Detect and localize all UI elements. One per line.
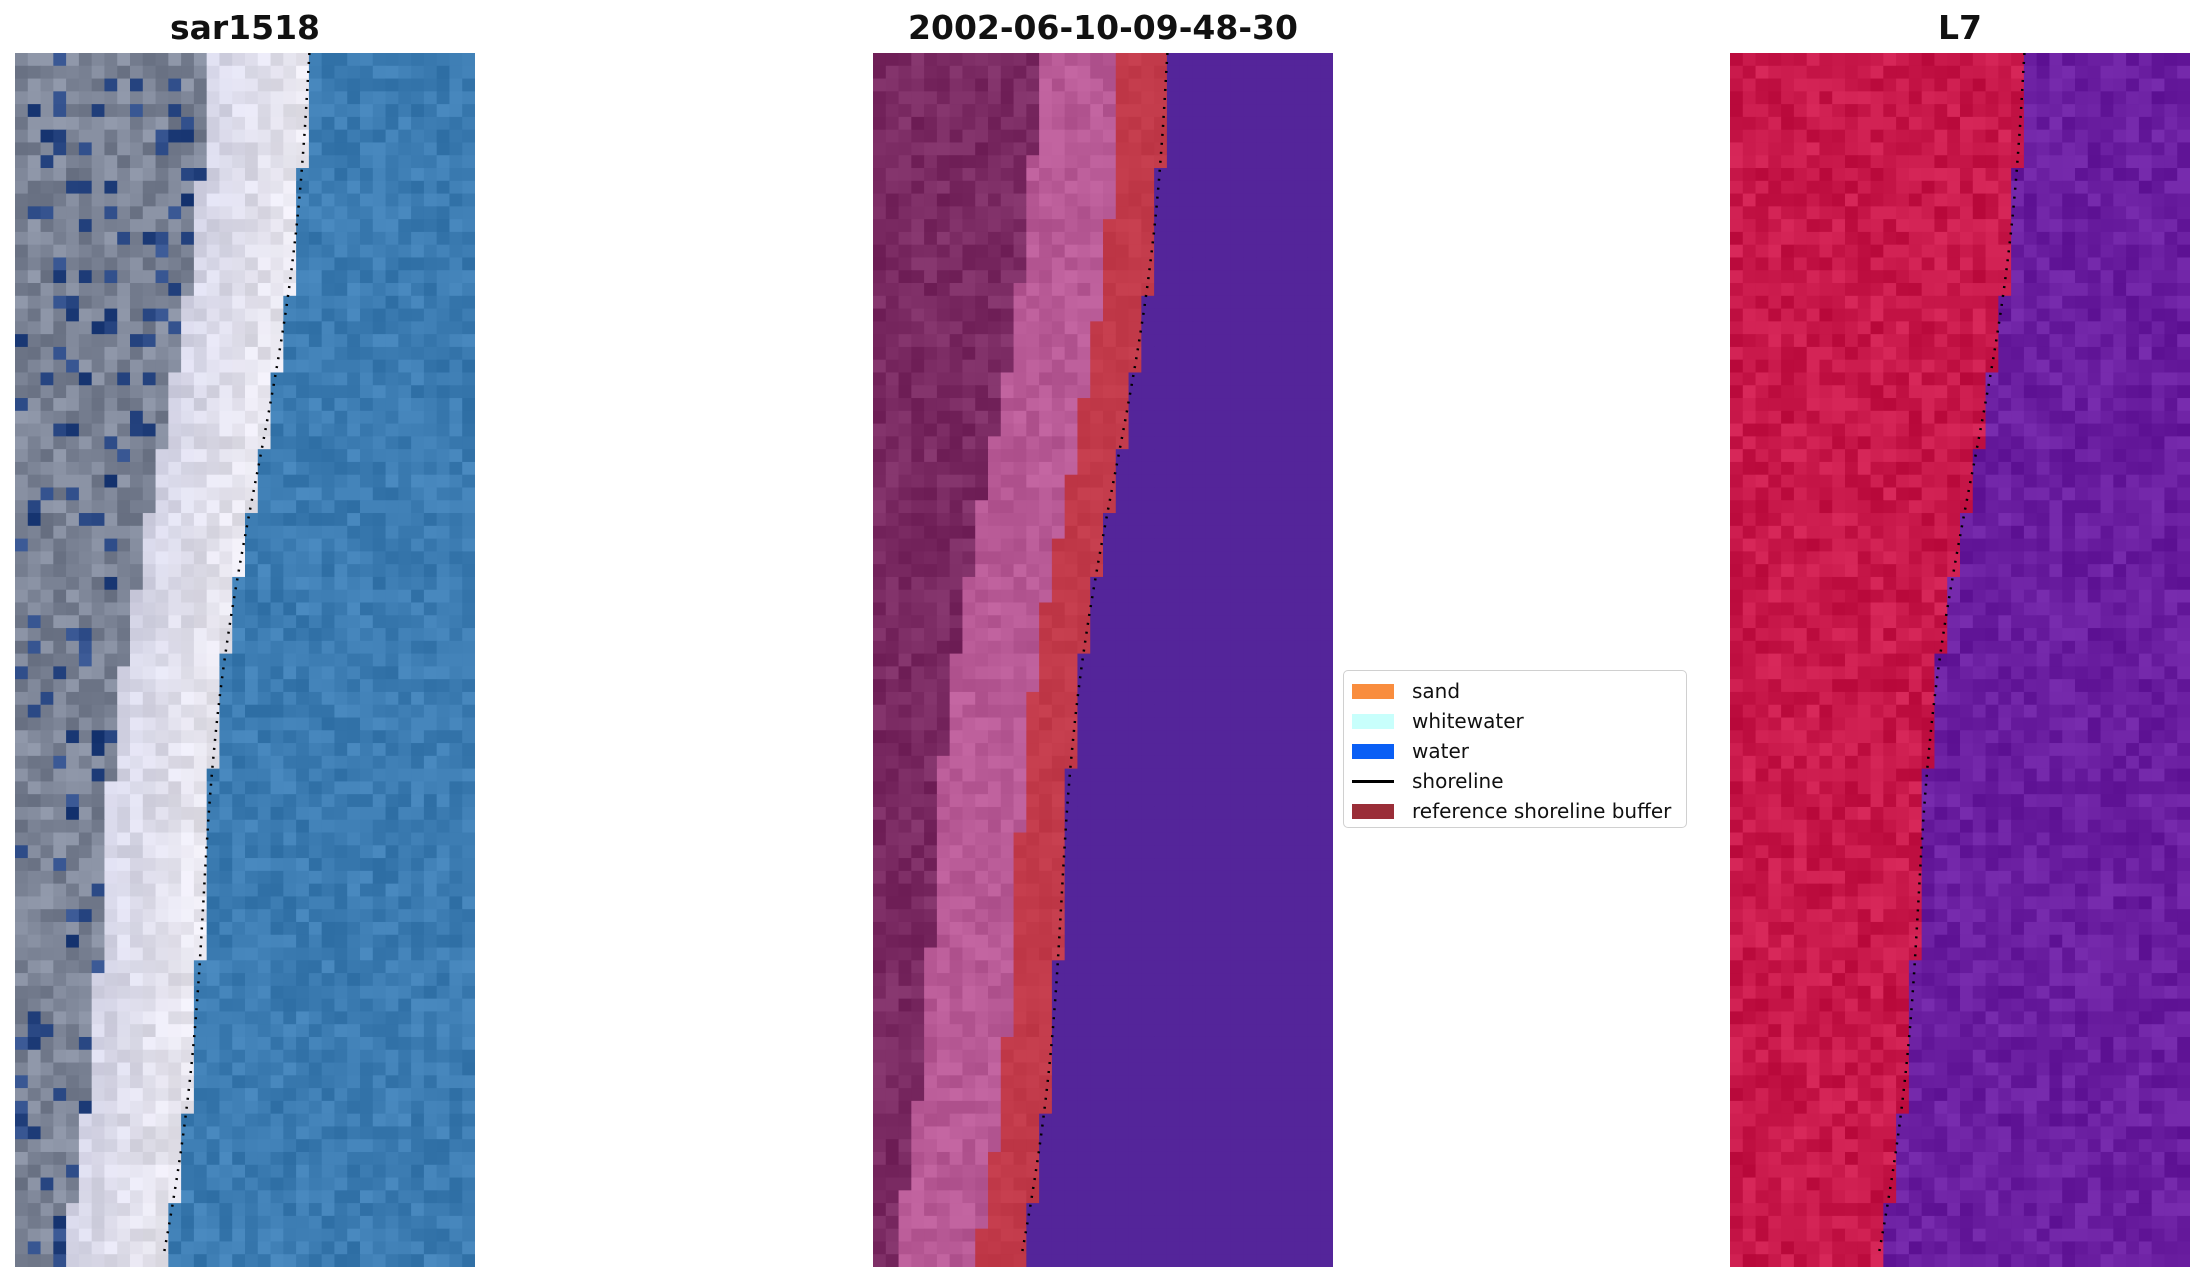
legend-label-water: water [1412, 739, 1469, 763]
legend-label-whitewater: whitewater [1412, 709, 1524, 733]
legend-swatch-reference-buffer [1352, 804, 1394, 819]
legend-item-whitewater: whitewater [1352, 706, 1678, 736]
legend-item-sand: sand [1352, 676, 1678, 706]
classification-legend: sand whitewater water shoreline referenc… [1343, 670, 1687, 828]
legend-label-shoreline: shoreline [1412, 769, 1504, 793]
rgb-satellite-image [15, 53, 475, 1267]
shoreline-line [1020, 53, 1169, 1255]
legend-item-water: water [1352, 736, 1678, 766]
index-image [1730, 53, 2190, 1267]
panel-title-classification: 2002-06-10-09-48-30 [908, 8, 1298, 47]
classified-image-canvas [873, 53, 1333, 1267]
legend-swatch-water [1352, 744, 1394, 759]
legend-item-reference-buffer: reference shoreline buffer [1352, 796, 1678, 826]
shoreline-line [1877, 53, 2026, 1255]
legend-label-reference-buffer: reference shoreline buffer [1412, 799, 1672, 823]
shoreline-line [162, 53, 311, 1255]
index-image-canvas [1730, 53, 2190, 1267]
panel-title-rgb: sar1518 [169, 8, 321, 47]
panel-title-index: L7 [1938, 8, 1982, 47]
classified-image [873, 53, 1333, 1267]
legend-label-sand: sand [1412, 679, 1461, 703]
legend-item-shoreline: shoreline [1352, 766, 1678, 796]
rgb-image-canvas [15, 53, 475, 1267]
legend-swatch-sand [1352, 684, 1394, 699]
legend-line-shoreline [1352, 780, 1394, 783]
legend-swatch-whitewater [1352, 714, 1394, 729]
